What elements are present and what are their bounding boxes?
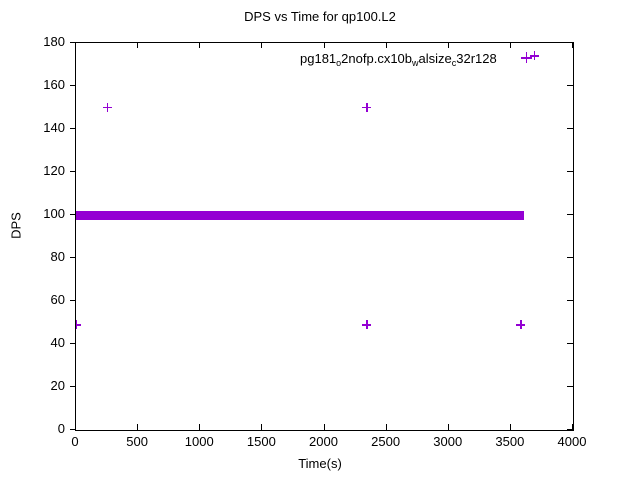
y-tick-mark [70,85,76,86]
y-tick-label: 100 [43,206,65,221]
legend-label-segment: 2nofp.cx10b [341,50,413,66]
y-tick-mark [70,171,76,172]
x-axis-label: Time(s) [298,456,342,471]
x-tick-mark [447,424,449,430]
data-point-marker [529,51,539,61]
y-tick-mark [70,214,76,215]
x-tick-label: 1500 [246,434,276,449]
y-tick-label: 0 [57,421,65,436]
y-tick-mark [70,300,76,301]
legend-label-segment: pg181 [300,50,337,66]
y-tick-mark [70,42,76,43]
x-tick-mark [261,424,263,430]
y-tick-mark-right [567,128,573,129]
plot-frame [75,42,574,431]
y-tick-label: 60 [50,292,65,307]
legend-label-subscript: c [451,57,457,68]
x-tick-label: 3000 [433,434,463,449]
legend-label-segment: 32r128 [456,50,497,66]
x-tick-mark [75,424,76,430]
y-tick-mark-right [567,429,573,430]
y-tick-mark-right [567,214,573,215]
x-tick-label: 3500 [495,434,525,449]
x-tick-mark-top [385,42,387,48]
x-tick-label: 2000 [309,434,338,449]
x-tick-mark-top [199,42,201,48]
y-tick-mark-right [567,257,573,258]
x-tick-mark-top [447,42,449,48]
y-tick-label: 80 [50,249,65,264]
x-tick-mark [323,424,325,430]
x-tick-label: 1000 [184,434,214,449]
y-tick-mark [70,386,76,387]
y-tick-label: 160 [43,77,65,92]
x-tick-label: 500 [126,434,148,449]
chart-title: DPS vs Time for qp100.L2 [244,9,396,24]
plus-marker-icon [520,52,532,63]
y-tick-mark [70,128,76,129]
y-tick-mark-right [567,171,573,172]
x-tick-label: 0 [71,434,79,449]
legend: pg181o2nofp.cx10bwalsizec32r128 [300,49,533,68]
y-tick-mark-right [567,343,573,344]
x-tick-mark [509,424,511,430]
x-tick-mark [199,424,201,430]
y-tick-label: 40 [50,335,65,350]
x-tick-mark [137,424,139,430]
data-point-marker [102,103,112,112]
y-tick-mark-right [567,386,573,387]
x-tick-mark-top [261,42,263,48]
y-tick-mark-right [567,300,573,301]
y-axis-label: DPS [8,212,24,239]
x-tick-mark [572,424,573,430]
legend-label-subscript: o [336,57,342,68]
x-tick-mark-top [572,42,573,48]
y-tick-mark [70,257,76,258]
y-tick-label: 180 [43,34,65,49]
y-tick-mark [70,429,76,430]
plot-data-area [76,43,573,430]
y-tick-mark [70,343,76,344]
legend-entry-label: pg181o2nofp.cx10bwalsizec32r128 [300,50,497,68]
x-tick-mark-top [509,42,511,48]
x-tick-label: 4000 [557,434,587,449]
y-tick-label: 20 [50,378,65,393]
legend-marker-key [520,52,533,64]
data-point-marker [516,320,526,330]
legend-label-subscript: w [412,57,419,68]
legend-label-segment: alsize [418,50,452,66]
data-point-marker [76,320,81,330]
data-band-dps-100 [76,210,525,220]
x-tick-mark-top [323,42,325,48]
data-point-marker [362,103,372,112]
data-point-marker [362,320,372,330]
x-tick-mark-top [137,42,139,48]
y-tick-label: 140 [43,120,65,135]
y-tick-mark-right [567,42,573,43]
y-tick-mark-right [567,85,573,86]
y-tick-label: 120 [43,163,65,178]
x-tick-mark [385,424,387,430]
x-tick-mark-top [75,42,76,48]
x-tick-label: 2500 [371,434,401,449]
